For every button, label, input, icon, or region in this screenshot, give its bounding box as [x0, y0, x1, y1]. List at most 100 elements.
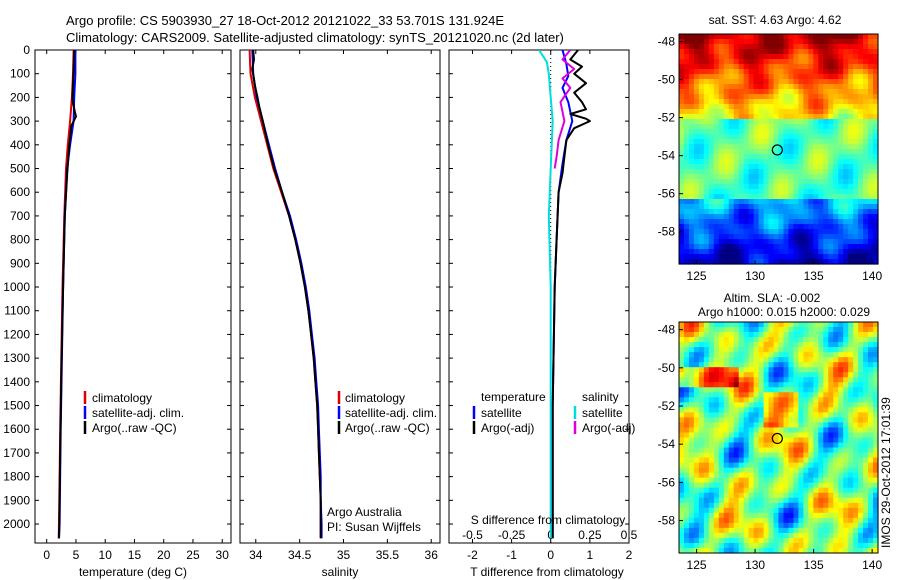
map-cell [793, 512, 799, 519]
map-cell [833, 104, 839, 110]
map-cell [679, 442, 685, 449]
map-cell [763, 99, 770, 105]
map-cell [778, 537, 785, 544]
map-cell [853, 547, 859, 554]
map-cell [758, 452, 765, 459]
map-cell [688, 194, 695, 200]
map-cell [818, 412, 824, 419]
map-cell [838, 362, 844, 368]
map-cell [873, 54, 879, 60]
map-cell [833, 59, 839, 65]
map-cell [753, 219, 760, 225]
map-cell [768, 432, 775, 439]
map-cell [813, 467, 819, 474]
map-cell [708, 244, 715, 250]
map-cell [708, 134, 715, 140]
map-cell [743, 189, 750, 195]
map-cell [818, 44, 824, 50]
map-cell [738, 149, 745, 155]
map-cell [693, 119, 700, 125]
map-cell [823, 527, 829, 534]
map-cell [773, 69, 780, 75]
map-cell [708, 64, 715, 70]
map-cell [703, 412, 710, 419]
map-cell [679, 34, 685, 40]
map-cell [773, 517, 780, 524]
map-cell [843, 179, 849, 185]
map-cell [823, 164, 829, 170]
map-cell [753, 542, 760, 549]
map-cell [793, 332, 799, 338]
map-cell [679, 124, 685, 130]
map-cell [753, 234, 760, 240]
map-cell [683, 109, 690, 115]
map-cell [768, 69, 775, 75]
map-cell [733, 144, 740, 150]
map-cell [743, 114, 750, 120]
map-cell [868, 234, 874, 240]
map-cell [788, 229, 795, 235]
map-cell [679, 397, 685, 403]
map-cell [783, 124, 790, 130]
map-cell [843, 372, 849, 378]
map-cell [728, 259, 735, 265]
map-cell [788, 199, 795, 205]
map-cell [863, 542, 869, 549]
map-cell [738, 114, 745, 120]
map-cell [768, 357, 775, 363]
argo-location-marker [771, 432, 783, 445]
depth-tick-label: 100 [10, 67, 30, 81]
map-cell [743, 184, 750, 190]
map-cell [743, 492, 750, 499]
map-cell [713, 347, 720, 353]
map-cell [838, 189, 844, 195]
map-cell [679, 109, 685, 115]
map-cell [863, 149, 869, 155]
map-cell [763, 532, 770, 539]
map-cell [818, 124, 824, 130]
map-cell [868, 457, 874, 464]
map-cell [853, 219, 859, 225]
map-y-tick-label: -58 [658, 514, 676, 528]
map-cell [858, 179, 864, 185]
map-cell [828, 347, 834, 353]
map-cell [848, 422, 854, 429]
map-cell [708, 357, 715, 363]
map-cell [763, 74, 770, 80]
map-cell [733, 477, 740, 484]
map-cell [708, 547, 715, 554]
map-cell [728, 54, 735, 60]
map-cell [768, 327, 775, 333]
map-cell [773, 462, 780, 469]
map-cell [723, 39, 730, 45]
map-cell [723, 347, 730, 353]
map-cell [733, 254, 740, 260]
map-cell [743, 119, 750, 125]
map-cell [833, 432, 839, 439]
map-cell [808, 547, 814, 554]
map-cell [803, 104, 809, 110]
map-cell [863, 522, 869, 529]
map-cell [683, 507, 690, 514]
map-cell [763, 69, 770, 75]
map-cell [838, 497, 844, 504]
map-cell [698, 49, 705, 55]
map-cell [738, 64, 745, 70]
map-cell [868, 239, 874, 245]
map-cell [728, 482, 735, 489]
map-cell [843, 347, 849, 353]
map-cell [773, 377, 780, 383]
map-cell [763, 537, 770, 544]
map-cell [698, 154, 705, 160]
map-cell [748, 467, 755, 474]
map-cell [698, 472, 705, 479]
map-cell [863, 34, 869, 40]
map-cell [813, 402, 819, 408]
map-cell [698, 74, 705, 80]
map-cell [788, 69, 795, 75]
map-cell [793, 477, 799, 484]
map-cell [833, 357, 839, 363]
map-cell [698, 204, 705, 210]
map-cell [853, 44, 859, 50]
map-cell [728, 249, 735, 255]
